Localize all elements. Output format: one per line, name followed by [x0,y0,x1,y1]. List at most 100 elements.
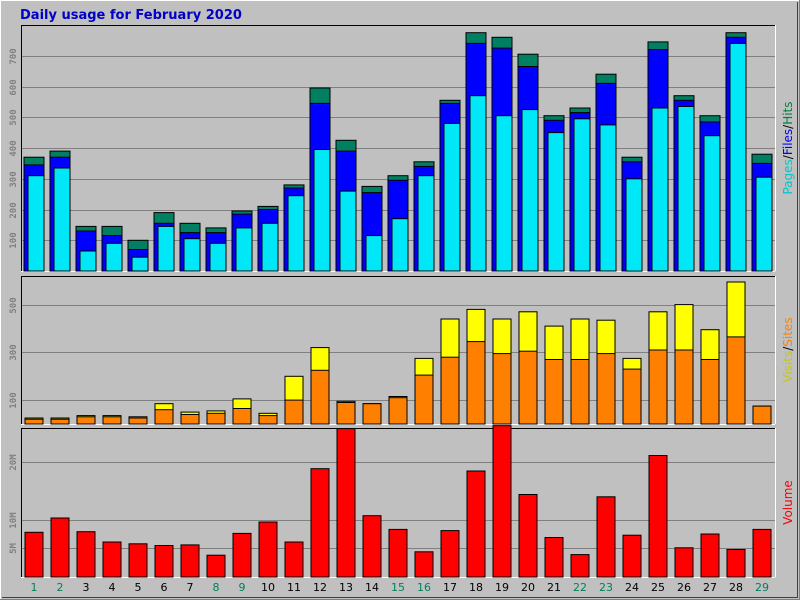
bar-pages-day-21 [547,132,565,272]
bar-pages-day-5 [131,256,149,272]
ytick-label-visits-1: 300 [9,344,19,360]
legend-volume-part-0: Volume [781,480,795,525]
bar-volume-day-23 [596,496,616,578]
x-label-day-16: 16 [417,581,431,594]
bar-pages-day-13 [339,190,357,272]
legend-visits: Visits/Sites [781,317,795,382]
panel-volume: 5M 10M 20M Volume [9,425,795,578]
bar-volume-day-27 [700,533,720,578]
legend-hits: Pages/Files/Hits [781,101,795,194]
bar-volume-day-1 [24,531,44,578]
x-label-day-6: 6 [161,581,168,594]
bar-volume-day-7 [180,544,200,578]
bar-pages-day-29 [755,176,773,272]
bar-pages-day-26 [677,106,695,272]
bar-sites-day-1 [24,418,44,425]
ytick-label-hits-2: 300 [9,171,19,187]
bar-sites-day-9 [232,408,252,425]
bar-volume-day-28 [726,549,746,578]
x-label-day-19: 19 [495,581,509,594]
x-label-day-14: 14 [365,581,379,594]
bar-pages-day-7 [183,238,201,272]
bar-sites-day-12 [310,369,330,425]
legend-volume: Volume [781,480,795,525]
x-label-day-18: 18 [469,581,483,594]
chart-title: Daily usage for February 2020 [20,8,242,23]
bar-sites-day-2 [50,418,70,425]
bar-pages-day-15 [391,218,409,272]
x-label-day-26: 26 [677,581,691,594]
bar-pages-day-18 [469,95,487,272]
bar-pages-day-20 [521,109,539,272]
x-label-day-20: 20 [521,581,535,594]
bar-volume-day-8 [206,554,226,578]
bar-sites-day-6 [154,409,174,425]
bar-volume-day-9 [232,532,252,578]
bar-volume-day-22 [570,554,590,578]
ytick-label-hits-5: 600 [9,79,19,95]
x-label-day-4: 4 [109,581,116,594]
bar-sites-day-20 [518,350,538,425]
bar-pages-day-2 [53,167,71,272]
bar-sites-day-27 [700,359,720,425]
ytick-label-hits-4: 500 [9,109,19,125]
bar-volume-day-20 [518,494,538,578]
bar-sites-day-28 [726,336,746,425]
bar-sites-day-14 [362,403,382,425]
legend-visits-part-2: Sites [781,317,795,346]
bar-sites-day-26 [674,349,694,425]
x-label-day-10: 10 [261,581,275,594]
bar-pages-day-25 [651,107,669,272]
ytick-label-volume-0: 5M [9,543,19,554]
bar-sites-day-5 [128,417,148,425]
bar-pages-day-19 [495,115,513,272]
x-label-day-24: 24 [625,581,639,594]
x-label-day-21: 21 [547,581,561,594]
x-label-day-12: 12 [313,581,327,594]
bar-sites-day-10 [258,415,278,425]
bar-pages-day-12 [313,149,331,272]
ytick-label-hits-6: 700 [9,48,19,64]
ytick-label-volume-2: 20M [9,454,19,471]
bar-pages-day-8 [209,242,227,272]
bar-sites-day-17 [440,356,460,425]
bar-volume-day-15 [388,528,408,578]
x-label-day-17: 17 [443,581,457,594]
legend-hits-part-3: / [781,124,795,129]
bar-volume-day-19 [492,425,512,578]
bar-volume-day-6 [154,545,174,578]
x-label-day-22: 22 [573,581,587,594]
x-label-day-29: 29 [755,581,769,594]
bar-volume-day-29 [752,528,772,578]
bar-pages-day-14 [365,235,383,272]
x-label-day-13: 13 [339,581,353,594]
ytick-label-hits-3: 400 [9,140,19,156]
bar-pages-day-28 [729,42,747,272]
bar-volume-day-11 [284,541,304,578]
bar-pages-day-16 [417,175,435,272]
bar-sites-day-21 [544,359,564,425]
bar-pages-day-23 [599,124,617,272]
ytick-label-hits-0: 100 [9,232,19,248]
bar-sites-day-4 [102,416,122,425]
bar-volume-day-18 [466,470,486,578]
bar-sites-day-18 [466,341,486,425]
bar-volume-day-21 [544,537,564,578]
bar-volume-day-10 [258,521,278,578]
legend-hits-part-0: Pages [781,159,795,194]
bar-sites-day-29 [752,405,772,425]
x-label-day-5: 5 [135,581,142,594]
bar-sites-day-22 [570,359,590,425]
bar-sites-day-11 [284,399,304,425]
x-label-day-15: 15 [391,581,405,594]
bar-volume-day-24 [622,534,642,578]
bar-volume-day-4 [102,541,122,578]
bar-sites-day-8 [206,412,226,425]
legend-visits-part-1: / [781,346,795,351]
x-label-day-8: 8 [213,581,220,594]
bar-pages-day-3 [79,250,97,272]
bar-sites-day-15 [388,397,408,425]
x-label-day-27: 27 [703,581,717,594]
bar-pages-day-6 [157,225,175,272]
